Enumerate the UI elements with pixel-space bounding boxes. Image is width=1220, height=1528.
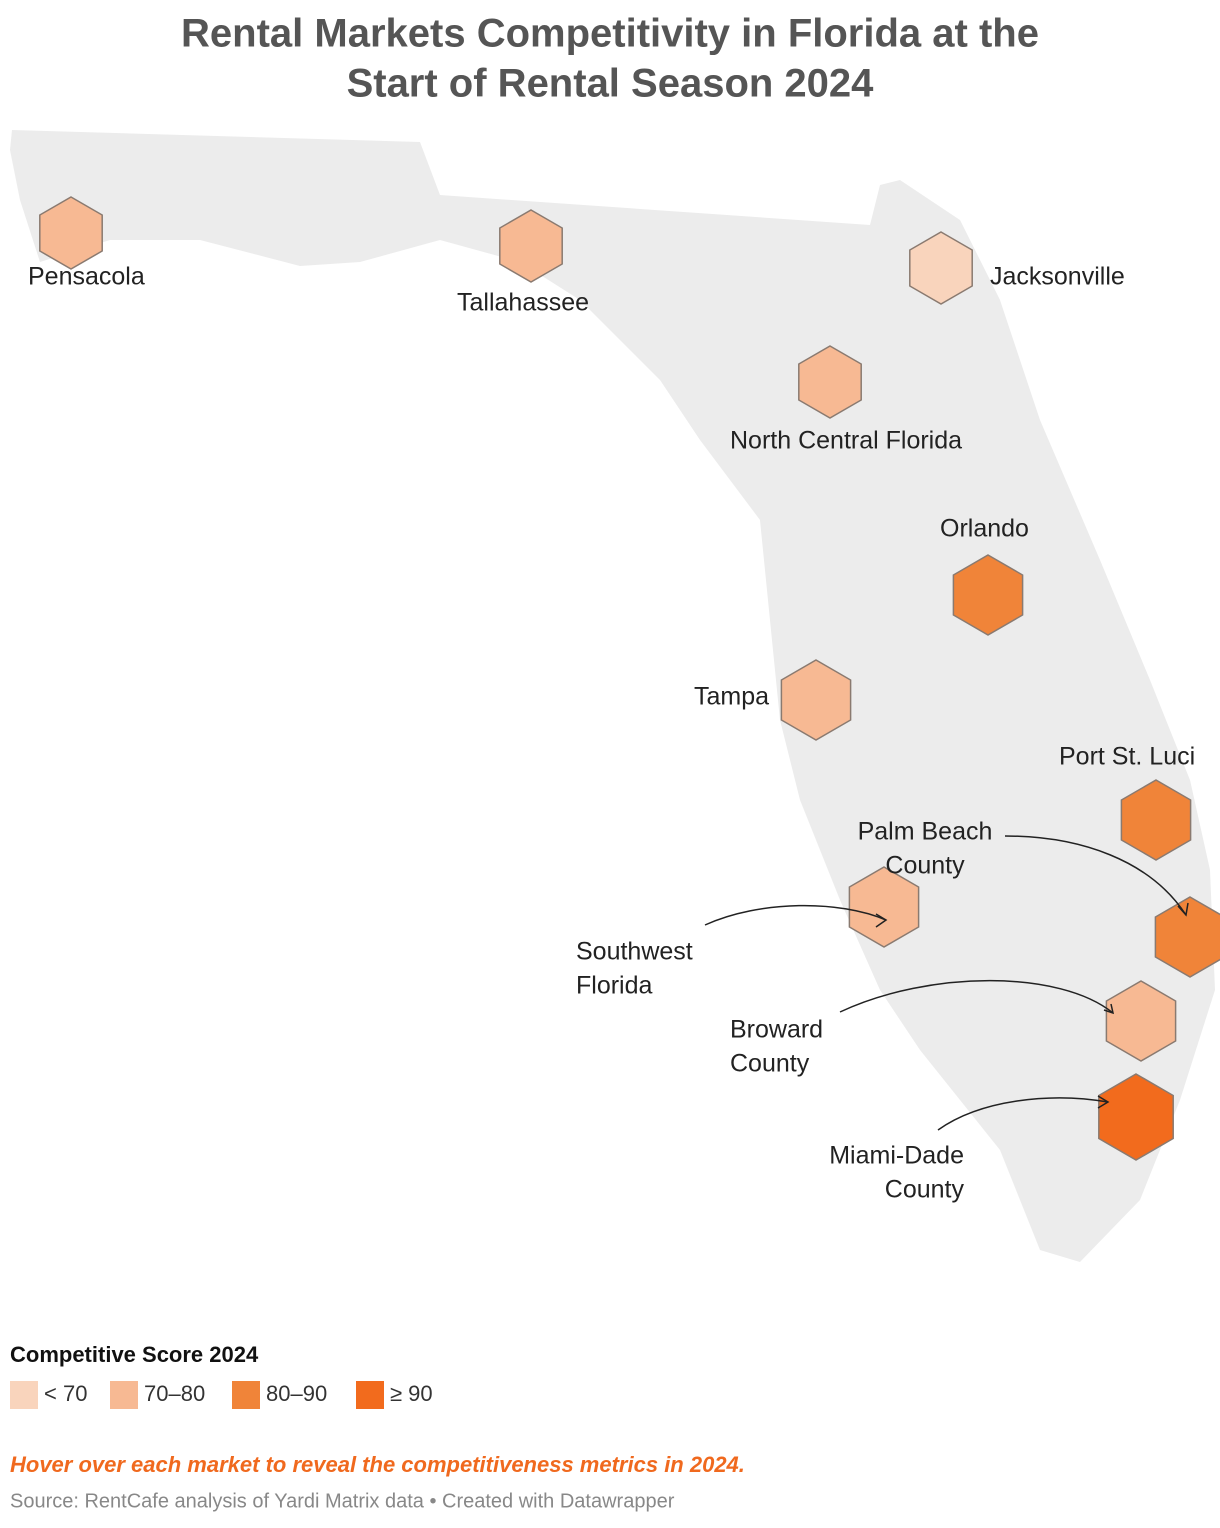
market-label: County xyxy=(885,852,965,880)
market-hex xyxy=(499,209,563,283)
market-hex xyxy=(952,554,1024,636)
florida-shape xyxy=(10,130,1215,1262)
market-label: Florida xyxy=(576,972,653,1000)
legend-swatch xyxy=(10,1381,38,1409)
market-hex xyxy=(848,866,920,948)
market-label: Orlando xyxy=(940,515,1029,543)
legend-label: ≥ 90 xyxy=(390,1381,433,1406)
market-label: Tampa xyxy=(694,683,769,711)
legend-title: Competitive Score 2024 xyxy=(10,1342,259,1367)
arrow xyxy=(839,979,1114,1014)
arrow xyxy=(937,1097,1109,1131)
market-label: County xyxy=(885,1176,965,1204)
market-label: Port St. Luci xyxy=(1059,743,1195,771)
market-label: Tallahassee xyxy=(457,289,589,317)
market-hex xyxy=(1098,1073,1174,1161)
arrowhead xyxy=(1097,1095,1110,1109)
market-label: Broward xyxy=(730,1016,823,1044)
market-label: Miami-Dade xyxy=(829,1142,964,1170)
market-label: Palm Beach xyxy=(858,818,993,846)
market-label: Jacksonville xyxy=(990,263,1125,291)
market-hex xyxy=(780,659,852,741)
market-hex xyxy=(1120,779,1192,861)
title-line: Start of Rental Season 2024 xyxy=(347,62,875,106)
legend-swatch xyxy=(356,1381,384,1409)
legend-swatch xyxy=(232,1381,260,1409)
market-label: Pensacola xyxy=(28,263,145,291)
market-label: County xyxy=(730,1050,810,1078)
legend-label: 70–80 xyxy=(144,1381,205,1406)
market-hex xyxy=(39,196,103,270)
arrowhead xyxy=(1103,1003,1115,1015)
title-line: Rental Markets Competitivity in Florida … xyxy=(181,12,1039,56)
arrow xyxy=(704,904,887,926)
arrow xyxy=(1004,835,1187,916)
source: Source: RentCafe analysis of Yardi Matri… xyxy=(10,1490,675,1512)
arrowhead xyxy=(1177,902,1189,917)
arrows xyxy=(704,835,1189,1131)
legend-label: 80–90 xyxy=(266,1381,327,1406)
market-hex xyxy=(909,231,973,305)
market-hex xyxy=(798,345,862,419)
note: Hover over each market to reveal the com… xyxy=(10,1452,745,1477)
market-hex xyxy=(1154,896,1220,978)
market-label: Southwest xyxy=(576,938,693,966)
legend-label: < 70 xyxy=(44,1381,87,1406)
arrowhead xyxy=(875,913,888,928)
legend-swatch xyxy=(110,1381,138,1409)
market-label: North Central Florida xyxy=(730,427,962,455)
market-hex xyxy=(1105,980,1177,1062)
